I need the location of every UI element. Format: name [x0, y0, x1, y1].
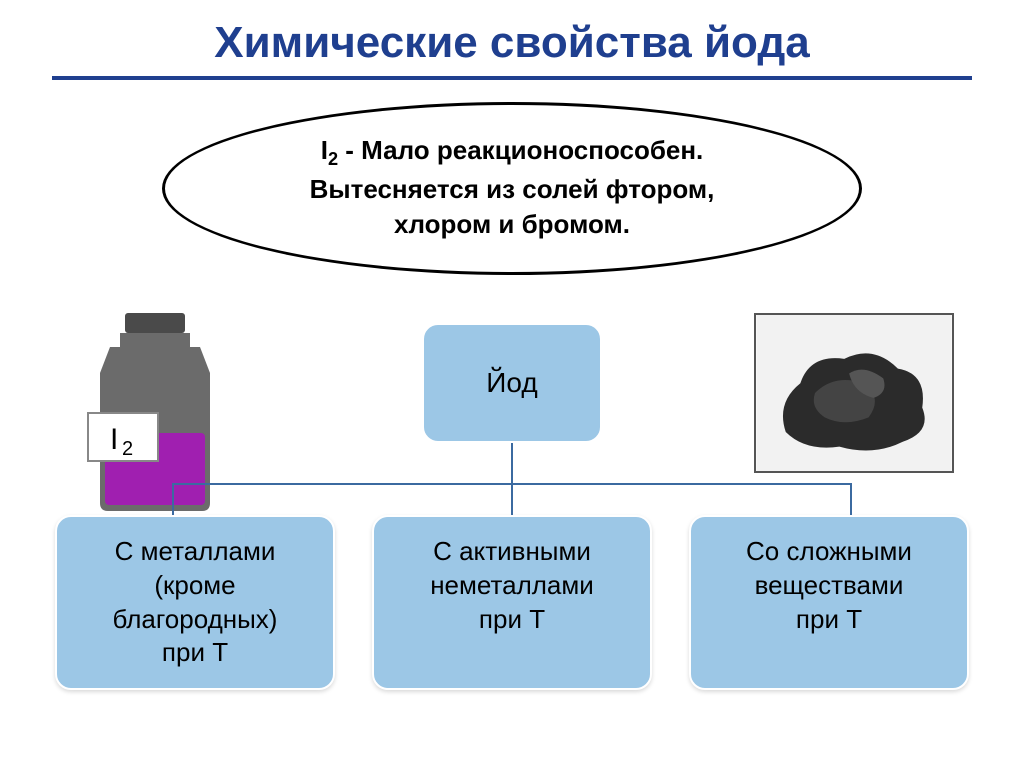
leaf-line: при Т [388, 603, 636, 637]
connector-drop-1 [172, 483, 174, 515]
leaves-row: С металлами (кроме благородных) при Т С … [0, 515, 1024, 690]
ellipse-line2: Вытесняется из солей фтором, [225, 172, 799, 207]
iodine-crystals-photo [754, 313, 954, 473]
formula-base: I [321, 135, 328, 165]
connector-drop-3 [850, 483, 852, 515]
ellipse-line1-rest: - Мало реакционоспособен. [338, 135, 703, 165]
ellipse-line1: I2 - Мало реакционоспособен. [225, 133, 799, 172]
formula-sub: 2 [328, 149, 338, 169]
leaf-line: Со сложными [705, 535, 953, 569]
leaf-line: при Т [71, 636, 319, 670]
middle-row: I 2 Йод [0, 303, 1024, 513]
root-node-label: Йод [486, 367, 537, 399]
leaf-metals: С металлами (кроме благородных) при Т [55, 515, 335, 690]
page-title: Химические свойства йода [0, 0, 1024, 68]
svg-text:I: I [110, 423, 118, 456]
leaf-line: неметаллами [388, 569, 636, 603]
leaf-line: веществами [705, 569, 953, 603]
leaf-line: при Т [705, 603, 953, 637]
title-underline [52, 76, 972, 80]
connector-drop-2 [511, 483, 513, 515]
connector-vertical [511, 443, 513, 483]
svg-text:2: 2 [122, 438, 133, 460]
leaf-line: С металлами [71, 535, 319, 569]
leaf-line: благородных) [71, 603, 319, 637]
ellipse-line3: хлором и бромом. [225, 207, 799, 242]
leaf-nonmetals: С активными неметаллами при Т [372, 515, 652, 690]
summary-ellipse: I2 - Мало реакционоспособен. Вытесняется… [162, 102, 862, 275]
title-text: Химические свойства йода [214, 18, 809, 67]
leaf-complex: Со сложными веществами при Т [689, 515, 969, 690]
root-node: Йод [422, 323, 602, 443]
leaf-line: (кроме [71, 569, 319, 603]
leaf-line: С активными [388, 535, 636, 569]
